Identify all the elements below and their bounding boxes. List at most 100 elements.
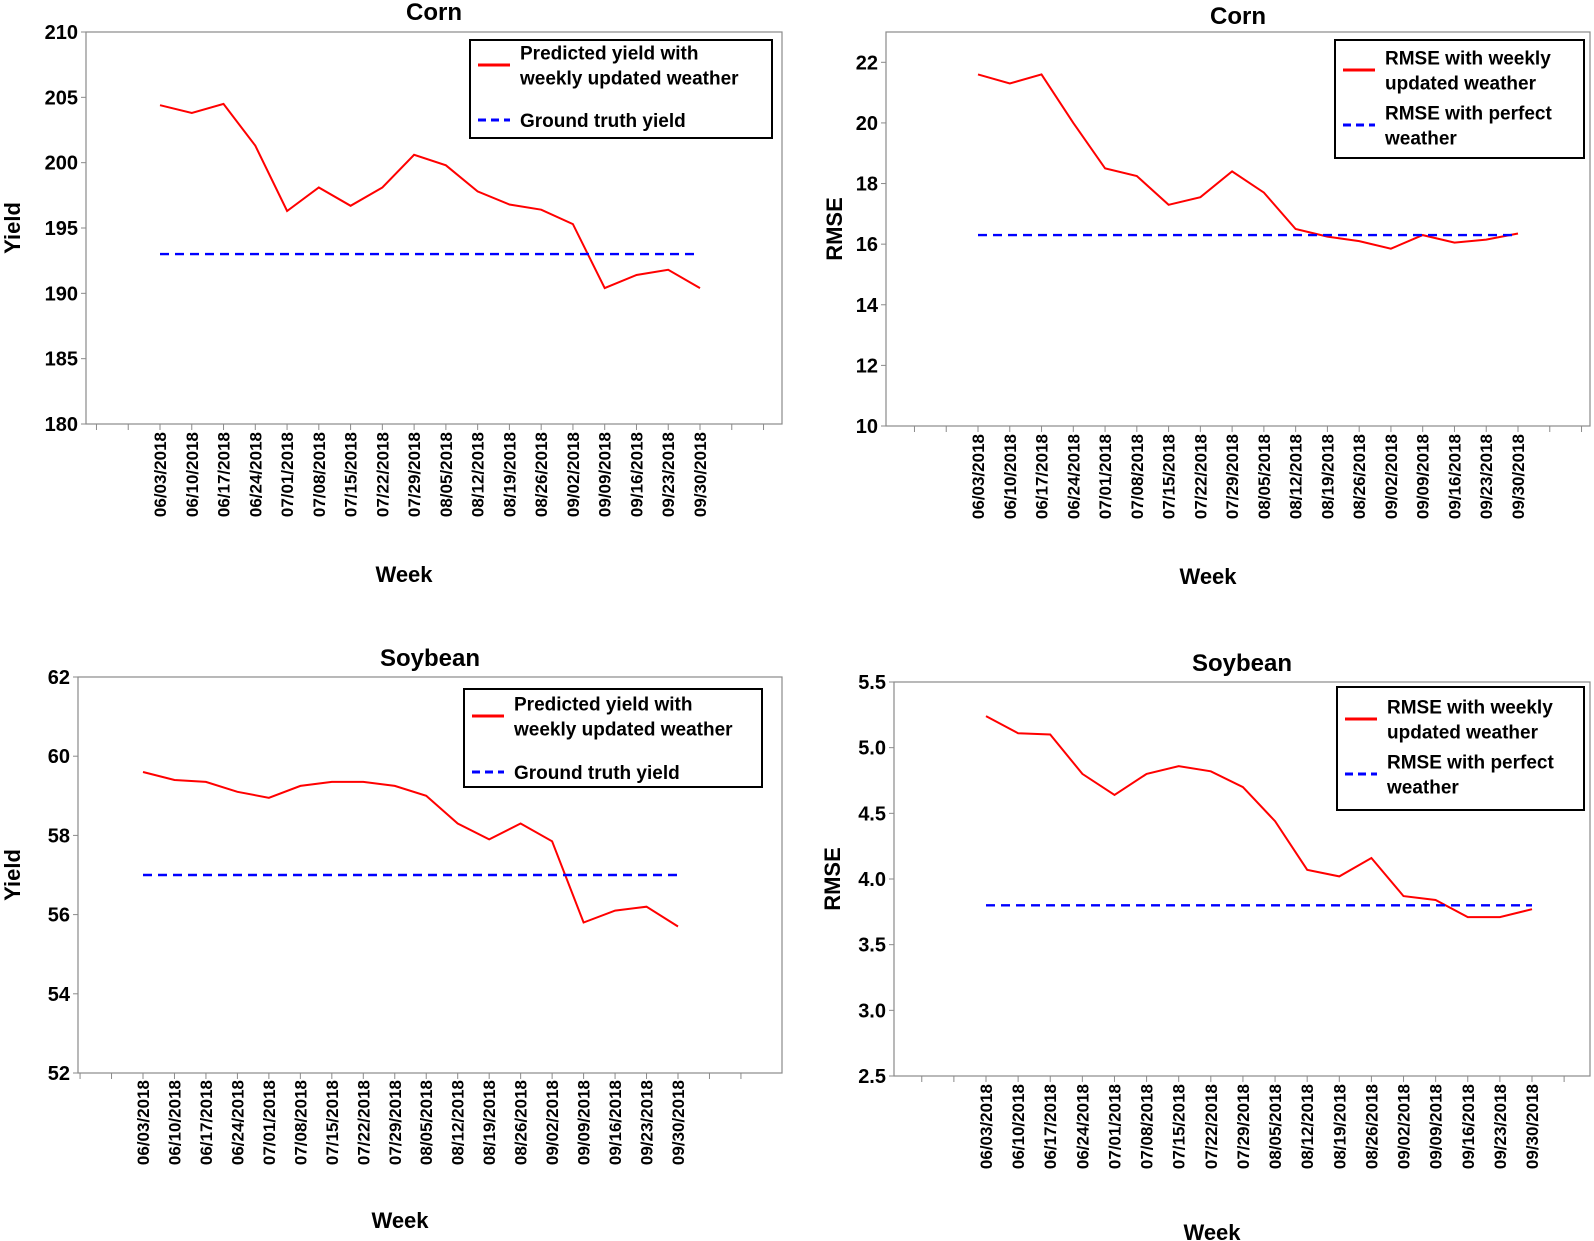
data-point <box>520 874 522 876</box>
data-point <box>1390 234 1392 236</box>
data-point <box>268 874 270 876</box>
x-tick-label: 06/17/2018 <box>1041 1084 1060 1169</box>
x-tick-label: 09/02/2018 <box>1395 1084 1414 1169</box>
data-point <box>1338 904 1340 906</box>
y-tick-label: 60 <box>48 746 70 768</box>
data-point <box>1338 875 1340 877</box>
data-point <box>583 874 585 876</box>
data-point <box>646 906 648 908</box>
data-point <box>1453 242 1455 244</box>
data-point <box>1295 228 1297 230</box>
x-tick-label: 08/12/2018 <box>1287 434 1306 519</box>
data-point <box>1242 786 1244 788</box>
data-point <box>614 910 616 912</box>
data-point <box>1210 770 1212 772</box>
x-tick-label: 09/02/2018 <box>543 1080 562 1165</box>
x-tick-label: 07/22/2018 <box>1191 434 1210 519</box>
data-point <box>1049 904 1051 906</box>
x-tick-label: 06/17/2018 <box>1033 434 1052 519</box>
data-point <box>173 779 175 781</box>
data-point <box>520 823 522 825</box>
plot-area <box>77 676 783 1074</box>
x-tick-label: 08/12/2018 <box>449 1080 468 1165</box>
y-tick-label: 180 <box>45 414 78 436</box>
x-tick-label: 06/24/2018 <box>1073 1084 1092 1169</box>
data-point <box>173 874 175 876</box>
x-tick-label: 09/09/2018 <box>596 432 615 517</box>
data-point <box>1390 248 1392 250</box>
data-point <box>318 186 320 188</box>
x-tick-label: 07/22/2018 <box>354 1080 373 1165</box>
y-tick-label: 2.5 <box>858 1066 886 1088</box>
data-point <box>1072 234 1074 236</box>
data-point <box>977 234 979 236</box>
data-point <box>677 874 679 876</box>
x-tick-label: 09/23/2018 <box>659 432 678 517</box>
legend-box <box>469 39 773 139</box>
chart-panel-2: Corn 10 12 14 16 18 20 22 06/03/2018 06/10/2018 06… <box>822 3 1591 589</box>
chart-title: Soybean <box>1192 650 1292 677</box>
data-point <box>1370 904 1372 906</box>
data-point <box>457 823 459 825</box>
data-point <box>236 791 238 793</box>
x-tick-label: 09/23/2018 <box>638 1080 657 1165</box>
plot-area <box>885 31 1591 427</box>
legend-box <box>1336 686 1585 811</box>
data-point <box>236 874 238 876</box>
data-point <box>425 874 427 876</box>
legend: RMSE with weekly updated weather RMSE with… <box>1334 39 1585 159</box>
data-point <box>191 112 193 114</box>
data-point <box>488 838 490 840</box>
data-point <box>159 104 161 106</box>
chart-title: Soybean <box>380 645 480 672</box>
y-tick-label: 4.0 <box>858 869 886 891</box>
data-point <box>1242 904 1244 906</box>
data-point <box>254 253 256 255</box>
x-tick-label: 07/15/2018 <box>342 432 361 517</box>
x-axis-label: Week <box>375 562 433 587</box>
data-point <box>614 874 616 876</box>
y-tick-label: 4.5 <box>858 803 886 825</box>
x-tick-label: 06/03/2018 <box>134 1080 153 1165</box>
x-tick-label: 07/08/2018 <box>291 1080 310 1165</box>
data-point <box>1499 916 1501 918</box>
x-tick-label: 09/09/2018 <box>1414 434 1433 519</box>
data-point <box>1113 904 1115 906</box>
legend-label: Predicted yield with <box>520 44 698 65</box>
legend-label: Ground truth yield <box>514 763 680 784</box>
data-point <box>1403 895 1405 897</box>
x-tick-label: 06/24/2018 <box>246 432 265 517</box>
x-tick-label: 08/26/2018 <box>512 1080 531 1165</box>
data-point <box>1104 234 1106 236</box>
data-point <box>1485 239 1487 241</box>
y-tick-label: 195 <box>45 218 78 240</box>
data-point <box>1263 234 1265 236</box>
y-axis-label: Yield <box>0 849 25 901</box>
x-tick-label: 09/09/2018 <box>575 1080 594 1165</box>
x-tick-label: 07/22/2018 <box>373 432 392 517</box>
data-point <box>1009 83 1011 85</box>
data-point <box>477 190 479 192</box>
x-tick-label: 08/05/2018 <box>417 1080 436 1165</box>
x-tick-label: 09/16/2018 <box>1445 434 1464 519</box>
data-point <box>1358 234 1360 236</box>
data-point <box>1210 904 1212 906</box>
data-point <box>299 785 301 787</box>
legend: Predicted yield with weekly updated weath… <box>469 39 773 139</box>
data-point <box>635 274 637 276</box>
x-tick-label: 08/05/2018 <box>437 432 456 517</box>
x-tick-label: 08/19/2018 <box>1330 1084 1349 1169</box>
data-point <box>1531 904 1533 906</box>
data-point <box>583 922 585 924</box>
data-point <box>572 223 574 225</box>
chart-panel-1: Corn 180 185 190 195 200 205 210 06/03/2018 06/10… <box>0 0 783 587</box>
x-tick-label: 07/08/2018 <box>310 432 329 517</box>
data-point <box>413 154 415 156</box>
x-tick-label: 09/23/2018 <box>1491 1084 1510 1169</box>
legend-box <box>1334 39 1585 159</box>
data-point <box>1081 904 1083 906</box>
data-point <box>413 253 415 255</box>
chart-title: Corn <box>406 0 462 26</box>
data-point <box>1499 904 1501 906</box>
series-line-predicted <box>985 715 1533 919</box>
